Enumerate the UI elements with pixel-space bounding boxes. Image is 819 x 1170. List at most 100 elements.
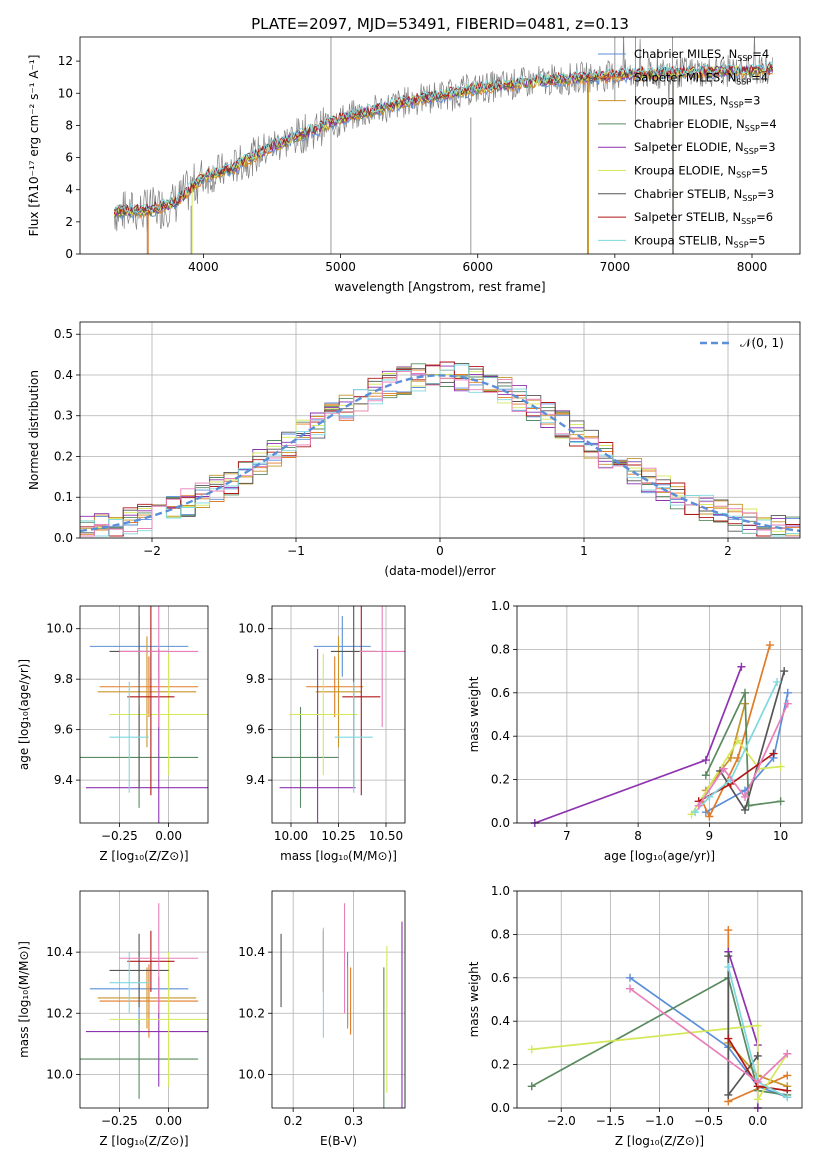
x-axis-label: (data-model)/error	[384, 564, 495, 578]
x-tick-label: −1.5	[596, 1114, 625, 1128]
x-tick-label: 0.00	[155, 1114, 182, 1128]
observed-spectrum-line	[113, 37, 773, 233]
mass-weight-line	[705, 692, 789, 813]
axes-frame	[79, 605, 209, 824]
mass-weight-line	[727, 951, 759, 1108]
y-tick-label: 0.8	[491, 927, 510, 941]
y-tick-label: 0.0	[54, 531, 73, 545]
axes-frame	[79, 36, 801, 255]
mass-weight-marker	[741, 792, 749, 801]
residual-histogram	[80, 364, 800, 537]
mass-weight-marker	[776, 762, 785, 771]
y-tick-label: 8	[65, 118, 73, 132]
x-axis-label: Z [log₁₀(Z/Z⊙)]	[99, 1134, 188, 1148]
mass-weight-marker	[783, 1071, 792, 1080]
mass-weight-marker	[776, 797, 785, 806]
residual-histogram	[80, 361, 800, 537]
x-tick-label: −1.0	[645, 1114, 674, 1128]
y-tick-label: 10.0	[238, 1067, 265, 1081]
x-tick-label: 10.00	[274, 829, 308, 843]
mass-weight-marker	[724, 962, 733, 971]
mass-weight-line	[531, 1024, 789, 1103]
y-tick-label: 10	[58, 86, 73, 100]
legend-entry: Kroupa MILES, NSSP=3	[634, 94, 760, 110]
x-axis-label: wavelength [Angstrom, rest frame]	[334, 280, 545, 294]
residual-histogram	[80, 370, 800, 537]
y-tick-label: 0.5	[54, 327, 73, 341]
mass-weight-marker	[769, 749, 778, 758]
legend-entry: Kroupa STELIB, NSSP=5	[634, 233, 765, 249]
y-tick-label: 9.8	[246, 672, 265, 686]
x-tick-label: 7	[563, 829, 571, 843]
y-axis-label: age [log₁₀(age/yr)]	[17, 659, 31, 770]
x-tick-label: 8000	[737, 260, 768, 274]
x-tick-label: 8	[634, 829, 642, 843]
legend-entry: 𝒩(0, 1)	[740, 336, 784, 350]
normal-distribution-curve	[80, 374, 800, 533]
x-tick-label: −2	[143, 544, 161, 558]
mass-weight-line	[531, 976, 788, 1096]
mass-weight-marker	[705, 792, 714, 801]
mass-weight-marker	[783, 1049, 792, 1058]
axes-frame	[271, 890, 406, 1109]
y-tick-label: 1.0	[491, 884, 510, 898]
mass-weight-marker	[726, 753, 735, 762]
y-tick-label: 0.4	[54, 368, 73, 382]
mass-weight-marker	[719, 764, 728, 773]
y-tick-label: 0.4	[491, 729, 510, 743]
x-tick-label: 2	[724, 544, 732, 558]
mass-weight-marker	[724, 1034, 733, 1043]
legend-entry: Chabrier ELODIE, NSSP=4	[634, 117, 777, 133]
y-axis-label: mass weight	[467, 676, 481, 752]
x-tick-label: 10	[773, 829, 788, 843]
y-tick-label: 0.6	[491, 971, 510, 985]
y-tick-label: 9.6	[246, 723, 265, 737]
mass-weight-line	[697, 703, 789, 807]
legend-entry: Salpeter STELIB, NSSP=6	[634, 210, 773, 226]
mass-weight-marker	[773, 677, 782, 686]
x-tick-label: −0.5	[694, 1114, 723, 1128]
mass-weight-marker	[733, 736, 742, 745]
y-tick-label: 2	[65, 215, 73, 229]
mass-weight-marker	[691, 808, 700, 817]
y-tick-label: 0.2	[491, 1058, 510, 1072]
mass-weight-line	[705, 692, 781, 807]
mass-weight-marker	[694, 801, 703, 810]
x-tick-label: 0.3	[344, 1114, 363, 1128]
legend-entry: Chabrier MILES, NSSP=4	[634, 47, 769, 63]
mass-weight-marker	[701, 771, 710, 780]
y-axis-label: Flux [fλ10⁻¹⁷ erg cm⁻² s⁻¹ A⁻¹]	[27, 55, 41, 237]
y-axis-label: mass weight	[467, 961, 481, 1037]
x-tick-label: 7000	[600, 260, 631, 274]
y-tick-label: 10.4	[46, 945, 73, 959]
legend-entry: Kroupa ELODIE, NSSP=5	[634, 164, 768, 180]
mass-weight-marker	[783, 699, 792, 708]
mass-weight-marker	[783, 1093, 792, 1102]
y-tick-label: 0.1	[54, 490, 73, 504]
y-tick-label: 10.0	[46, 1067, 73, 1081]
x-tick-label: 10.25	[321, 829, 355, 843]
y-tick-label: 0	[65, 247, 73, 261]
mass-weight-vs-metallicity-panel: −2.0 −1.5 −1.0 −0.5 0.0 0.0 0.2 0.4 0.6 0.8 1.0 Z […	[467, 884, 803, 1148]
axes-frame	[516, 605, 803, 824]
y-tick-label: 10.0	[46, 622, 73, 636]
legend-entry: Chabrier STELIB, NSSP=3	[634, 187, 774, 203]
mass-weight-vs-age-panel: 7 8 9 10 0.0 0.2 0.4 0.6 0.8 1.0 age [log₁₀(age/yr…	[467, 599, 803, 863]
y-tick-label: 10.2	[46, 1006, 73, 1020]
mass-weight-line	[719, 670, 786, 813]
x-tick-label: 0.2	[284, 1114, 303, 1128]
y-tick-label: 10.0	[238, 622, 265, 636]
y-tick-label: 0.6	[491, 686, 510, 700]
x-tick-label: 4000	[188, 260, 219, 274]
y-tick-label: 0.0	[491, 1101, 510, 1115]
mass-weight-marker	[741, 688, 749, 697]
mass-weight-line	[694, 681, 778, 813]
x-tick-label: 10.50	[369, 829, 403, 843]
mass-weight-line	[701, 644, 771, 819]
age-vs-metallicity-panel: −0.25 0.00 9.4 9.6 9.8 10.0 Z [log₁₀(Z/Z⊙)] age…	[17, 605, 209, 863]
y-tick-label: 9.4	[54, 773, 73, 787]
residual-histogram-panel: −2 −1 0 1 2 0.0 0.1 0.2 0.3 0.4 0.5 (data-model)/er…	[27, 321, 801, 578]
mass-weight-marker	[724, 926, 733, 935]
x-tick-label: 0.0	[748, 1114, 767, 1128]
legend-entry: Salpeter ELODIE, NSSP=3	[634, 140, 776, 156]
